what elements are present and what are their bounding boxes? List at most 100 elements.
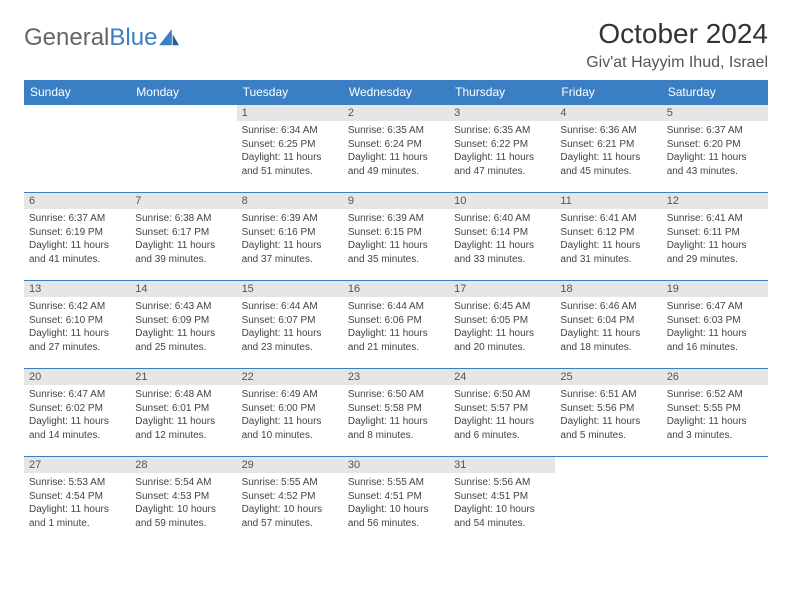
- day-number: 16: [343, 281, 449, 297]
- calendar-cell: 28Sunrise: 5:54 AMSunset: 4:53 PMDayligh…: [130, 457, 236, 545]
- calendar-body: 1Sunrise: 6:34 AMSunset: 6:25 PMDaylight…: [24, 105, 768, 545]
- day-number: 27: [24, 457, 130, 473]
- day-details: Sunrise: 6:50 AMSunset: 5:57 PMDaylight:…: [449, 385, 555, 446]
- daylight-line: Daylight: 11 hours and 33 minutes.: [454, 239, 550, 266]
- daylight-line: Daylight: 11 hours and 51 minutes.: [242, 151, 338, 178]
- daylight-line: Daylight: 11 hours and 45 minutes.: [560, 151, 656, 178]
- day-number: 22: [237, 369, 343, 385]
- daylight-line: Daylight: 11 hours and 20 minutes.: [454, 327, 550, 354]
- sunrise-line: Sunrise: 6:49 AM: [242, 388, 338, 402]
- daylight-line: Daylight: 11 hours and 21 minutes.: [348, 327, 444, 354]
- day-number: 23: [343, 369, 449, 385]
- sunrise-line: Sunrise: 6:34 AM: [242, 124, 338, 138]
- brand-sail-icon: [159, 29, 181, 47]
- day-details: Sunrise: 6:34 AMSunset: 6:25 PMDaylight:…: [237, 121, 343, 182]
- sunrise-line: Sunrise: 6:47 AM: [29, 388, 125, 402]
- daylight-line: Daylight: 11 hours and 35 minutes.: [348, 239, 444, 266]
- day-details: Sunrise: 6:51 AMSunset: 5:56 PMDaylight:…: [555, 385, 661, 446]
- day-details: Sunrise: 6:45 AMSunset: 6:05 PMDaylight:…: [449, 297, 555, 358]
- sunset-line: Sunset: 4:51 PM: [348, 490, 444, 504]
- day-number: 18: [555, 281, 661, 297]
- day-number: 30: [343, 457, 449, 473]
- day-number: 14: [130, 281, 236, 297]
- calendar-cell: 26Sunrise: 6:52 AMSunset: 5:55 PMDayligh…: [662, 369, 768, 457]
- day-details: Sunrise: 6:47 AMSunset: 6:03 PMDaylight:…: [662, 297, 768, 358]
- sunset-line: Sunset: 5:58 PM: [348, 402, 444, 416]
- sunrise-line: Sunrise: 6:36 AM: [560, 124, 656, 138]
- day-details: Sunrise: 5:54 AMSunset: 4:53 PMDaylight:…: [130, 473, 236, 534]
- day-details: Sunrise: 6:37 AMSunset: 6:20 PMDaylight:…: [662, 121, 768, 182]
- calendar-row: 20Sunrise: 6:47 AMSunset: 6:02 PMDayligh…: [24, 369, 768, 457]
- calendar-cell: [130, 105, 236, 193]
- day-details: Sunrise: 6:48 AMSunset: 6:01 PMDaylight:…: [130, 385, 236, 446]
- weekday-header: Thursday: [449, 80, 555, 105]
- calendar-cell: 27Sunrise: 5:53 AMSunset: 4:54 PMDayligh…: [24, 457, 130, 545]
- sunrise-line: Sunrise: 6:41 AM: [667, 212, 763, 226]
- page-subtitle: Giv'at Hayyim Ihud, Israel: [586, 54, 768, 72]
- calendar-cell: 19Sunrise: 6:47 AMSunset: 6:03 PMDayligh…: [662, 281, 768, 369]
- daylight-line: Daylight: 10 hours and 59 minutes.: [135, 503, 231, 530]
- day-details: Sunrise: 6:42 AMSunset: 6:10 PMDaylight:…: [24, 297, 130, 358]
- sunset-line: Sunset: 5:56 PM: [560, 402, 656, 416]
- sunrise-line: Sunrise: 6:41 AM: [560, 212, 656, 226]
- daylight-line: Daylight: 11 hours and 16 minutes.: [667, 327, 763, 354]
- sunset-line: Sunset: 6:15 PM: [348, 226, 444, 240]
- day-number: 3: [449, 105, 555, 121]
- sunrise-line: Sunrise: 6:37 AM: [667, 124, 763, 138]
- sunrise-line: Sunrise: 6:39 AM: [348, 212, 444, 226]
- calendar-cell: 23Sunrise: 6:50 AMSunset: 5:58 PMDayligh…: [343, 369, 449, 457]
- sunset-line: Sunset: 6:11 PM: [667, 226, 763, 240]
- calendar-cell: 3Sunrise: 6:35 AMSunset: 6:22 PMDaylight…: [449, 105, 555, 193]
- calendar-cell: 6Sunrise: 6:37 AMSunset: 6:19 PMDaylight…: [24, 193, 130, 281]
- sunset-line: Sunset: 6:20 PM: [667, 138, 763, 152]
- calendar-cell: 10Sunrise: 6:40 AMSunset: 6:14 PMDayligh…: [449, 193, 555, 281]
- sunset-line: Sunset: 6:12 PM: [560, 226, 656, 240]
- day-details: Sunrise: 6:47 AMSunset: 6:02 PMDaylight:…: [24, 385, 130, 446]
- calendar-row: 1Sunrise: 6:34 AMSunset: 6:25 PMDaylight…: [24, 105, 768, 193]
- day-details: Sunrise: 6:44 AMSunset: 6:06 PMDaylight:…: [343, 297, 449, 358]
- day-details: Sunrise: 6:43 AMSunset: 6:09 PMDaylight:…: [130, 297, 236, 358]
- day-number: 1: [237, 105, 343, 121]
- day-number: 21: [130, 369, 236, 385]
- daylight-line: Daylight: 11 hours and 6 minutes.: [454, 415, 550, 442]
- brand-logo: GeneralBlue: [24, 18, 181, 52]
- sunrise-line: Sunrise: 6:50 AM: [454, 388, 550, 402]
- sunrise-line: Sunrise: 5:53 AM: [29, 476, 125, 490]
- weekday-header: Wednesday: [343, 80, 449, 105]
- calendar-cell: 5Sunrise: 6:37 AMSunset: 6:20 PMDaylight…: [662, 105, 768, 193]
- daylight-line: Daylight: 11 hours and 39 minutes.: [135, 239, 231, 266]
- day-details: Sunrise: 6:35 AMSunset: 6:24 PMDaylight:…: [343, 121, 449, 182]
- day-number: 10: [449, 193, 555, 209]
- brand-name-a: General: [24, 24, 109, 51]
- page-title: October 2024: [586, 18, 768, 50]
- sunrise-line: Sunrise: 6:50 AM: [348, 388, 444, 402]
- title-block: October 2024 Giv'at Hayyim Ihud, Israel: [586, 18, 768, 72]
- sunset-line: Sunset: 6:01 PM: [135, 402, 231, 416]
- calendar-row: 6Sunrise: 6:37 AMSunset: 6:19 PMDaylight…: [24, 193, 768, 281]
- sunset-line: Sunset: 6:05 PM: [454, 314, 550, 328]
- sunrise-line: Sunrise: 6:43 AM: [135, 300, 231, 314]
- day-number: 6: [24, 193, 130, 209]
- day-details: Sunrise: 5:56 AMSunset: 4:51 PMDaylight:…: [449, 473, 555, 534]
- sunset-line: Sunset: 6:25 PM: [242, 138, 338, 152]
- calendar-cell: 29Sunrise: 5:55 AMSunset: 4:52 PMDayligh…: [237, 457, 343, 545]
- daylight-line: Daylight: 11 hours and 10 minutes.: [242, 415, 338, 442]
- sunrise-line: Sunrise: 6:44 AM: [348, 300, 444, 314]
- day-details: Sunrise: 5:55 AMSunset: 4:51 PMDaylight:…: [343, 473, 449, 534]
- sunset-line: Sunset: 6:09 PM: [135, 314, 231, 328]
- sunrise-line: Sunrise: 5:54 AM: [135, 476, 231, 490]
- day-details: Sunrise: 6:36 AMSunset: 6:21 PMDaylight:…: [555, 121, 661, 182]
- calendar-row: 13Sunrise: 6:42 AMSunset: 6:10 PMDayligh…: [24, 281, 768, 369]
- sunrise-line: Sunrise: 6:48 AM: [135, 388, 231, 402]
- daylight-line: Daylight: 11 hours and 25 minutes.: [135, 327, 231, 354]
- sunrise-line: Sunrise: 5:55 AM: [242, 476, 338, 490]
- calendar-cell: 14Sunrise: 6:43 AMSunset: 6:09 PMDayligh…: [130, 281, 236, 369]
- daylight-line: Daylight: 11 hours and 5 minutes.: [560, 415, 656, 442]
- day-number: 5: [662, 105, 768, 121]
- calendar-table: SundayMondayTuesdayWednesdayThursdayFrid…: [24, 80, 768, 545]
- day-details: Sunrise: 6:50 AMSunset: 5:58 PMDaylight:…: [343, 385, 449, 446]
- calendar-cell: 9Sunrise: 6:39 AMSunset: 6:15 PMDaylight…: [343, 193, 449, 281]
- sunset-line: Sunset: 6:22 PM: [454, 138, 550, 152]
- day-number: 28: [130, 457, 236, 473]
- daylight-line: Daylight: 11 hours and 12 minutes.: [135, 415, 231, 442]
